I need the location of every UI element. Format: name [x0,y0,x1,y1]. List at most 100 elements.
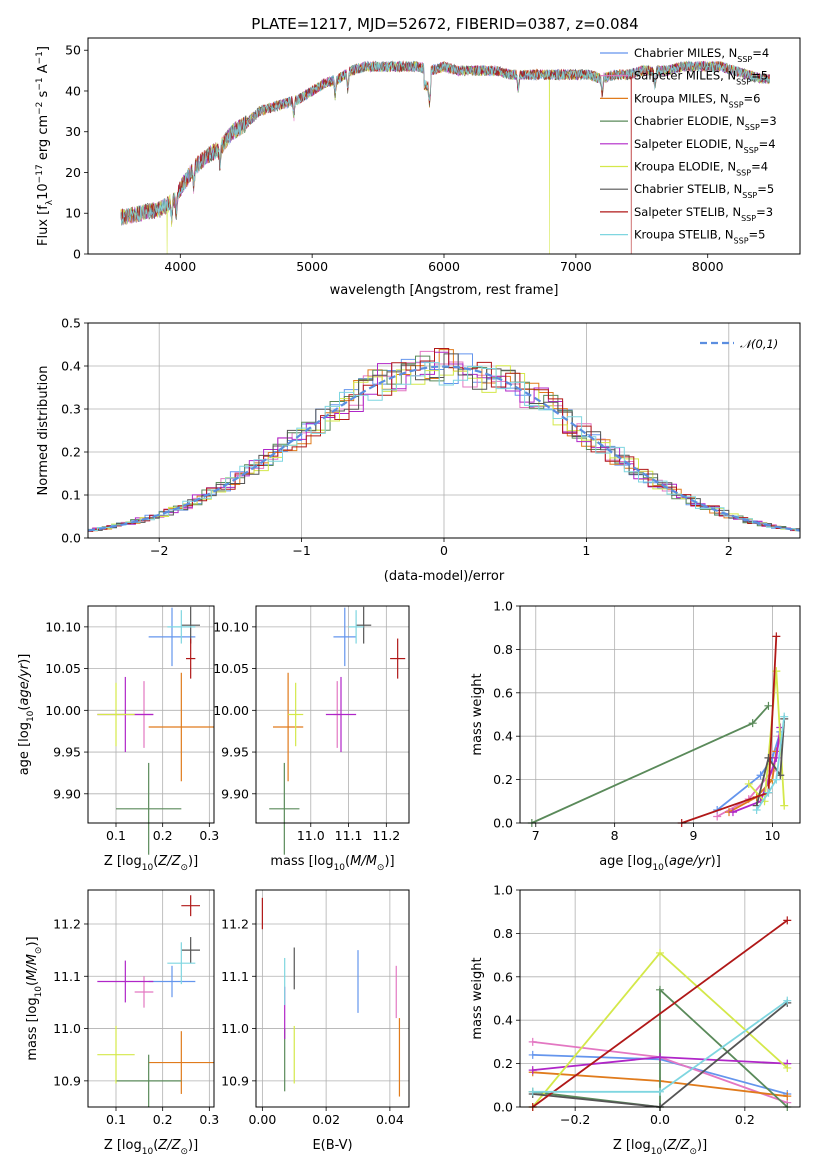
series-marker [528,1050,537,1059]
x-tick-label: 0.1 [106,828,126,843]
series-marker [783,916,792,925]
y-axis-label: mass weight [470,673,485,755]
y-axis-label: mass weight [470,957,485,1039]
x-tick-label: 0.0 [650,1112,670,1127]
y-tick-label: 0.8 [493,926,513,941]
series-marker [772,632,781,641]
y-axis-label: age [log10(age/yr)] [17,654,36,776]
series-marker [764,701,773,710]
y-tick-label: 0 [73,247,81,262]
x-tick-label: 7 [532,828,540,843]
legend-label: Kroupa ELODIE, NSSP=4 [634,160,768,178]
series-line [748,671,786,806]
y-tick-label: 9.90 [53,786,81,801]
x-tick-label: 8000 [692,259,724,274]
y-tick-label: 11.1 [221,969,249,984]
legend-label: Chabrier ELODIE, NSSP=3 [634,114,777,132]
series-marker [752,805,761,814]
y-tick-label: 9.95 [53,745,81,760]
x-tick-label: 2 [725,543,733,558]
y-tick-label: 9.90 [221,786,249,801]
series-line [532,919,788,1108]
y-axis-label: mass [log10(M/M⊙)] [25,936,44,1060]
x-tick-label: 0.00 [248,1112,276,1127]
panel-spectrum: 4000 5000 6000 7000 8000 0 10 20 30 40 50 wavelengt… [35,37,801,298]
panel-massweight-vs-Z: −0.2 0.0 0.2 0.0 0.2 0.4 0.6 0.8 1.0 Z [log10(Z/Z… [470,883,801,1157]
y-tick-label: 0.5 [61,316,81,331]
axes-frame [255,605,410,824]
series-marker [656,1053,664,1062]
y-tick-label: 10.10 [213,619,249,634]
panel-massweight-vs-age: 7 8 9 10 0.0 0.2 0.4 0.6 0.8 1.0 age [log10(age/yr… [470,599,801,873]
x-tick-label: 0.02 [312,1112,340,1127]
x-tick-label: 4000 [164,259,196,274]
series-marker [713,812,722,821]
plot-area [97,606,214,855]
axes-frame [87,889,215,1108]
x-tick-label: −1 [292,543,310,558]
x-axis-label: (data-model)/error [384,569,505,584]
y-tick-label: 0.2 [493,772,513,787]
series-marker [748,719,757,728]
y-tick-label: 9.95 [221,745,249,760]
series-marker [744,779,753,788]
y-tick-label: 0.6 [493,969,513,984]
series-marker [528,1066,537,1075]
x-axis-label: wavelength [Angstrom, rest frame] [330,283,559,298]
y-tick-label: 10.9 [53,1073,81,1088]
y-tick-label: 40 [65,83,81,98]
x-tick-label: 0 [440,543,448,558]
y-tick-label: 0.8 [493,642,513,657]
y-tick-label: 0.1 [61,488,81,503]
x-tick-label: 0.3 [199,1112,219,1127]
y-axis-label: Normed distribution [36,366,51,496]
series-line [681,636,778,824]
legend-label: Salpeter ELODIE, NSSP=4 [634,137,776,155]
axes-frame [255,889,410,1108]
x-tick-label: 10 [764,828,780,843]
y-tick-label: 0.3 [61,402,81,417]
series-marker [783,1092,792,1101]
legend-label: Kroupa STELIB, NSSP=5 [634,228,765,246]
panel-age-vs-mass: 11.0 11.1 11.2 9.90 9.95 10.00 10.05 10.10 mass … [213,605,410,873]
y-tick-label: 0.2 [493,1056,513,1071]
normal-curve [88,365,800,532]
plot-area [269,606,406,855]
series-marker [780,801,789,810]
series-marker [783,1063,792,1072]
y-tick-label: 20 [65,165,81,180]
x-tick-label: −2 [150,543,168,558]
x-tick-label: 0.3 [199,828,219,843]
y-tick-label: 10.00 [45,703,81,718]
series-marker [764,788,773,797]
panel-age-vs-Z: 0.1 0.2 0.3 9.90 9.95 10.00 10.05 10.10 Z [log10… [17,605,219,873]
legend-label: Salpeter STELIB, NSSP=3 [634,205,773,223]
series-marker [756,771,765,780]
x-tick-label: 1 [582,543,590,558]
series-marker [528,1037,537,1046]
series-marker [783,996,792,1005]
series-marker [656,948,664,957]
x-tick-label: 11.0 [297,828,325,843]
y-tick-label: 0.4 [61,359,81,374]
legend-label: Salpeter MILES, NSSP=5 [634,69,768,87]
y-tick-label: 0.4 [493,1013,513,1028]
y-tick-label: 0.4 [493,729,513,744]
y-tick-label: 10.9 [221,1073,249,1088]
x-tick-label: 11.1 [335,828,363,843]
y-tick-label: 1.0 [493,883,513,898]
series-line [755,718,786,806]
series-line [532,987,788,1109]
x-tick-label: 7000 [560,259,592,274]
plot-area [97,895,214,1107]
x-axis-label: mass [log10(M/M⊙)] [270,854,394,873]
y-tick-label: 50 [65,43,81,58]
x-axis-label: Z [log10(Z/Z⊙)] [104,1138,198,1157]
series-marker [780,712,789,721]
y-tick-label: 11.1 [53,969,81,984]
x-tick-label: 0.04 [376,1112,404,1127]
x-tick-label: 9 [690,828,698,843]
histogram-step [88,362,800,531]
x-tick-label: 11.2 [372,828,400,843]
x-tick-label: 0.1 [106,1112,126,1127]
